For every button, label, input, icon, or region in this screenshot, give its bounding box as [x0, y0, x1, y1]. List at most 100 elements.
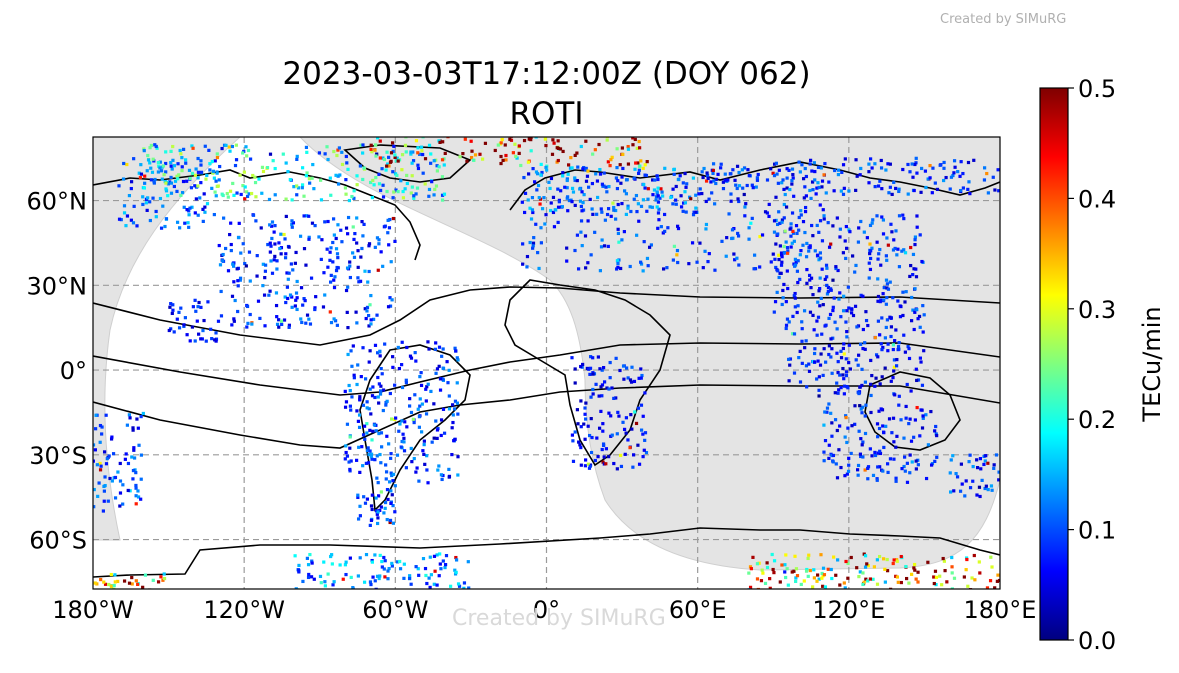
roti-point — [301, 579, 305, 584]
roti-point — [142, 147, 146, 151]
roti-point — [802, 579, 806, 583]
roti-point — [416, 146, 420, 150]
roti-point — [853, 304, 858, 308]
roti-point — [953, 602, 956, 605]
roti-point — [870, 246, 874, 250]
roti-point — [201, 219, 205, 224]
roti-point — [949, 458, 953, 462]
roti-point — [216, 319, 221, 323]
roti-point — [323, 580, 327, 584]
roti-point — [322, 271, 326, 275]
roti-point — [273, 224, 277, 228]
roti-point — [411, 150, 415, 154]
roti-point — [913, 242, 917, 247]
roti-point — [802, 309, 807, 313]
roti-point — [131, 221, 136, 225]
roti-point — [156, 170, 161, 174]
roti-point — [815, 579, 819, 583]
roti-point — [765, 178, 770, 182]
roti-point — [886, 243, 890, 247]
roti-point — [295, 307, 299, 312]
roti-point — [517, 151, 521, 156]
roti-point — [379, 461, 383, 465]
roti-point — [941, 556, 945, 561]
roti-point — [179, 152, 183, 156]
roti-point — [589, 417, 593, 421]
roti-point — [820, 179, 825, 183]
roti-point — [530, 208, 535, 212]
roti-point — [676, 260, 680, 265]
roti-point — [784, 300, 788, 304]
roti-point — [217, 178, 221, 182]
roti-point — [605, 190, 609, 194]
roti-point — [934, 583, 938, 587]
roti-point — [663, 166, 667, 170]
roti-point — [416, 151, 420, 155]
roti-point — [180, 191, 185, 195]
roti-point — [201, 207, 205, 211]
roti-point — [197, 332, 201, 336]
roti-point — [914, 577, 918, 581]
roti-point — [816, 359, 820, 363]
roti-point — [295, 296, 299, 300]
roti-point — [107, 454, 111, 458]
roti-point — [348, 467, 352, 472]
roti-point — [231, 262, 235, 266]
roti-point — [884, 168, 888, 172]
roti-point — [264, 263, 268, 267]
roti-point — [110, 584, 114, 588]
roti-point — [899, 418, 903, 422]
roti-point — [885, 591, 888, 594]
roti-point — [676, 224, 680, 228]
roti-point — [412, 194, 416, 198]
roti-point — [522, 138, 527, 143]
roti-point — [466, 560, 470, 564]
roti-point — [422, 443, 426, 447]
roti-point — [873, 384, 877, 388]
roti-point — [440, 175, 445, 179]
roti-point — [984, 484, 988, 488]
roti-point — [300, 166, 305, 170]
roti-point — [360, 445, 364, 449]
roti-point — [607, 387, 611, 391]
roti-point — [803, 205, 808, 210]
roti-point — [800, 163, 804, 167]
roti-point — [368, 387, 372, 391]
roti-point — [454, 555, 458, 560]
roti-point — [996, 573, 1000, 577]
roti-point — [916, 463, 920, 467]
roti-point — [847, 306, 851, 310]
roti-point — [591, 392, 595, 396]
roti-point — [600, 447, 604, 452]
roti-point — [818, 251, 822, 255]
roti-point — [531, 246, 535, 250]
roti-point — [219, 314, 224, 318]
roti-point — [225, 191, 229, 196]
roti-point — [344, 400, 349, 404]
colorbar-tick-label: 0.1 — [1078, 517, 1116, 545]
roti-point — [818, 287, 822, 291]
roti-point — [573, 430, 577, 434]
roti-point — [141, 411, 145, 416]
roti-point — [178, 148, 182, 153]
roti-point — [416, 163, 420, 167]
roti-point — [437, 364, 441, 368]
roti-point — [573, 367, 577, 371]
roti-point — [607, 411, 611, 415]
roti-point — [786, 286, 790, 291]
roti-point — [710, 191, 714, 195]
roti-point — [915, 214, 919, 218]
roti-point — [259, 226, 263, 230]
roti-point — [824, 263, 829, 267]
roti-point — [780, 218, 785, 222]
roti-point — [972, 553, 976, 558]
roti-point — [432, 554, 437, 558]
roti-point — [591, 152, 595, 156]
roti-point — [306, 563, 311, 567]
roti-point — [381, 195, 386, 199]
roti-point — [876, 355, 880, 359]
roti-point — [329, 273, 333, 277]
roti-point — [583, 458, 588, 462]
roti-point — [868, 157, 873, 161]
